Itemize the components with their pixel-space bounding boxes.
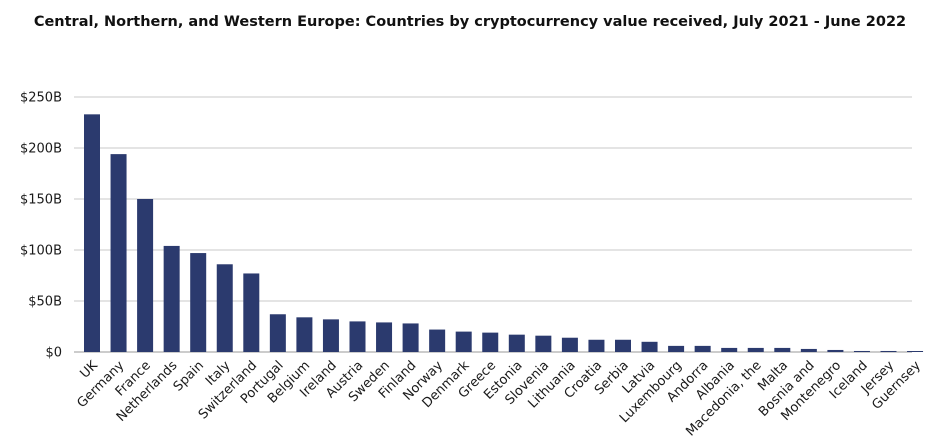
bar-iceland: [853, 350, 870, 352]
bar-switzerland: [243, 273, 260, 352]
bar-finland: [402, 323, 419, 352]
bar-austria: [349, 321, 366, 352]
x-tick-label: Spain: [171, 358, 207, 394]
bar-andorra: [694, 345, 711, 352]
bar-macedonia-the: [747, 347, 764, 352]
y-axis-ticks: $0 $50B $100B $150B $200B $250B: [20, 91, 62, 361]
chart-title: Central, Northern, and Western Europe: C…: [33, 14, 907, 30]
bar-estonia: [508, 334, 525, 352]
bar-uk: [84, 114, 100, 352]
y-tick-label: $50B: [28, 295, 62, 310]
y-tick-label: $200B: [20, 142, 62, 157]
bar-guernsey: [907, 351, 924, 352]
bar-ireland: [322, 319, 339, 352]
bar-latvia: [641, 341, 658, 352]
bar-bosnia-and: [800, 348, 817, 352]
bar-germany: [110, 154, 127, 352]
bar-france: [137, 199, 154, 352]
bar-slovenia: [535, 335, 552, 352]
bar-spain: [190, 253, 207, 352]
y-tick-label: $0: [45, 346, 62, 361]
bar-jersey: [880, 350, 897, 352]
y-tick-label: $100B: [20, 244, 62, 259]
bar-serbia: [615, 339, 631, 352]
bar-albania: [721, 347, 738, 352]
x-axis-ticks: UKGermanyFranceNetherlandsSpainItalySwit…: [75, 358, 925, 436]
bar-croatia: [588, 339, 605, 352]
y-tick-label: $150B: [20, 193, 62, 208]
bar-malta: [774, 347, 791, 352]
bar-belgium: [296, 317, 313, 352]
bar-lithuania: [561, 337, 578, 352]
bars: [84, 114, 924, 352]
bar-greece: [482, 332, 499, 352]
bar-sweden: [376, 322, 393, 352]
y-tick-label: $250B: [20, 91, 62, 106]
bar-netherlands: [163, 245, 180, 352]
bar-montenegro: [827, 349, 844, 352]
bar-italy: [216, 264, 233, 352]
bar-luxembourg: [668, 345, 685, 352]
bar-norway: [429, 329, 446, 352]
bar-portugal: [269, 314, 286, 352]
bar-denmark: [455, 331, 472, 352]
